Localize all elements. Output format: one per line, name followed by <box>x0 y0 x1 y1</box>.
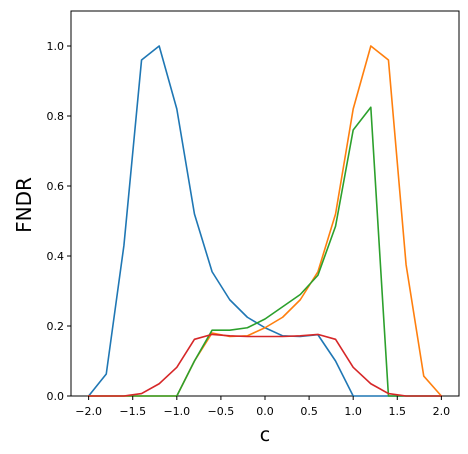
x-tick-label: 2.0 <box>433 405 451 418</box>
x-tick-label: 1.5 <box>389 405 407 418</box>
series-line-4 <box>87 333 443 397</box>
x-tick-label: −1.5 <box>119 405 146 418</box>
series-line-1 <box>87 45 443 398</box>
y-tick-label: 0.0 <box>47 390 65 403</box>
y-axis: 0.0 0.2 0.4 0.6 0.8 1.0 <box>47 40 71 403</box>
x-axis: −2.0 −1.5 −1.0 −0.5 0.0 0.5 1.0 1.5 2.0 <box>75 396 450 418</box>
y-tick-label: 0.4 <box>47 250 65 263</box>
x-tick-label: 0.5 <box>300 405 318 418</box>
x-axis-label: c <box>260 424 270 446</box>
x-tick-label: 1.0 <box>344 405 362 418</box>
y-tick-label: 0.2 <box>47 320 65 333</box>
x-tick-label: −0.5 <box>208 405 235 418</box>
x-tick-label: 0.0 <box>256 405 274 418</box>
y-tick-label: 0.8 <box>47 110 65 123</box>
y-tick-label: 1.0 <box>47 40 65 53</box>
series-line-3 <box>87 106 443 397</box>
x-tick-label: −1.0 <box>163 405 190 418</box>
y-tick-label: 0.6 <box>47 180 65 193</box>
series-layer <box>87 45 443 398</box>
y-axis-label: FNDR <box>12 177 36 233</box>
x-tick-label: −2.0 <box>75 405 102 418</box>
series-line-2 <box>87 45 443 398</box>
